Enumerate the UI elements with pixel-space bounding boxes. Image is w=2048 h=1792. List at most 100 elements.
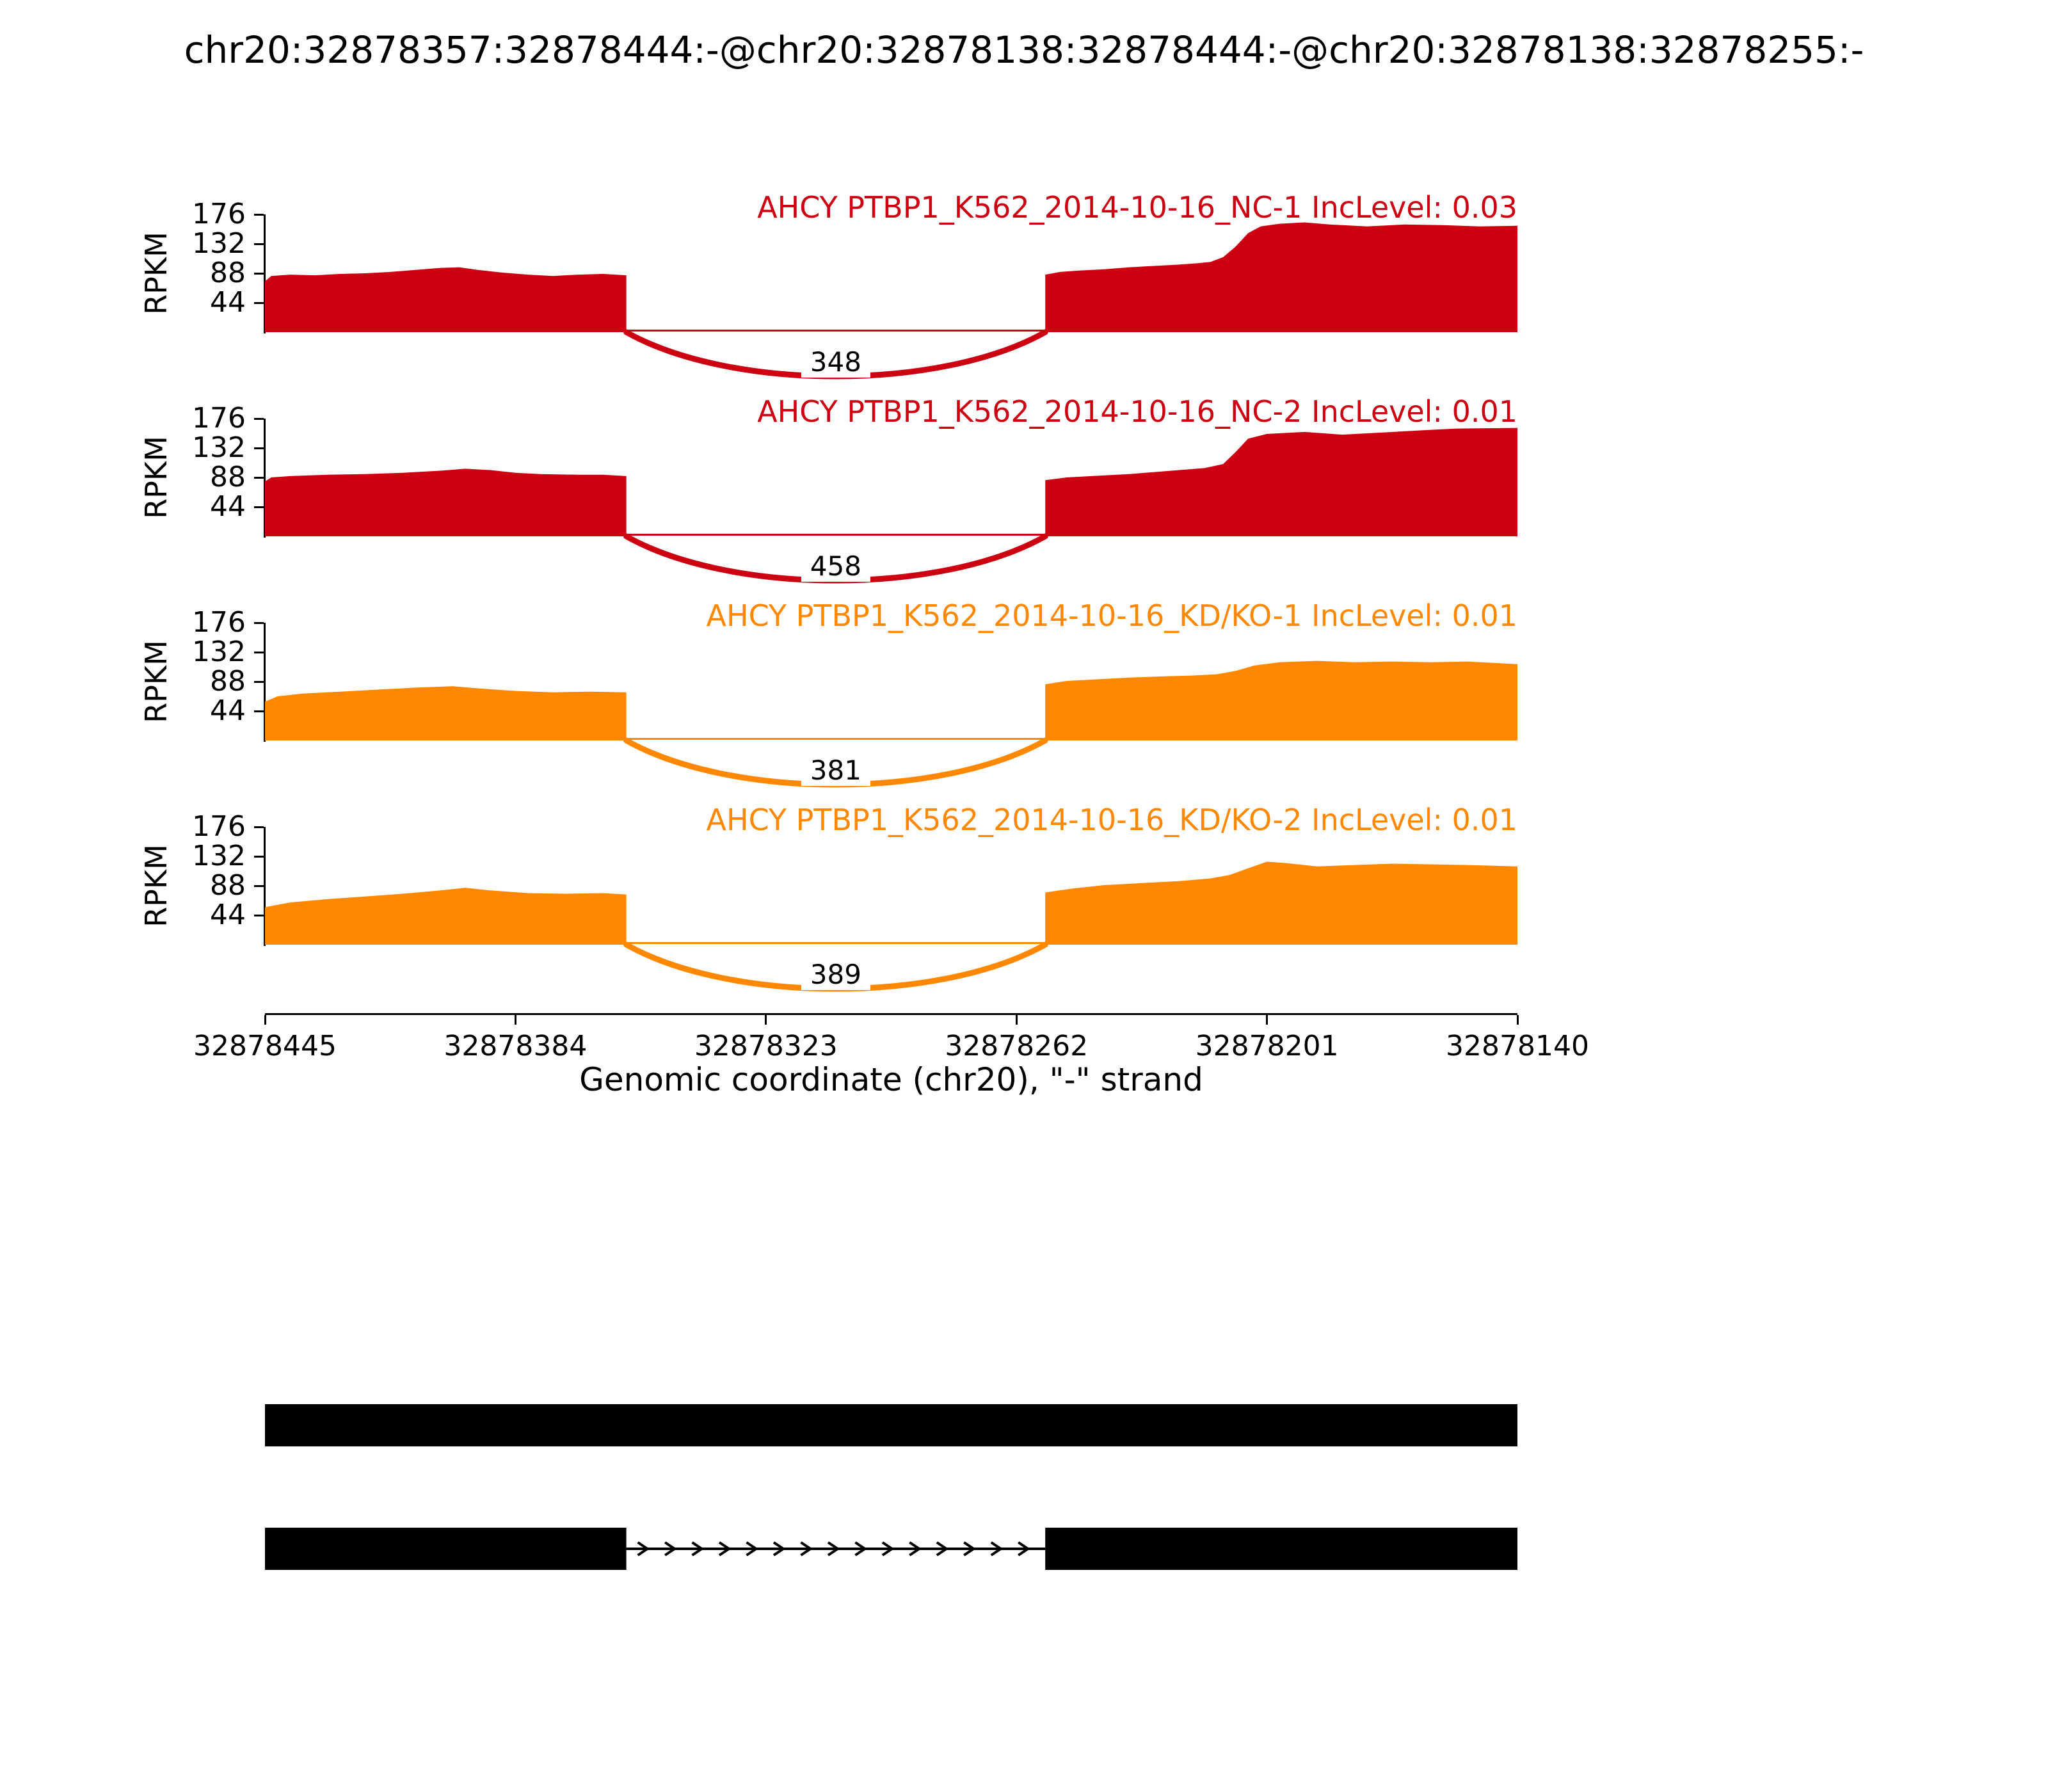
track-label: AHCY PTBP1_K562_2014-10-16_NC-2 IncLevel…: [757, 394, 1517, 429]
x-tick: [765, 1015, 767, 1025]
junction-read-count: 381: [801, 755, 870, 786]
intron-coverage-line: [626, 738, 1046, 740]
y-tick: [254, 301, 264, 304]
x-axis-line: [265, 1013, 1517, 1015]
x-tick-label: 32878201: [1195, 1030, 1339, 1062]
y-tick: [254, 447, 264, 449]
y-axis-spine: [264, 827, 266, 946]
intron-strand-arrow: [637, 1541, 650, 1556]
y-tick: [254, 710, 264, 712]
intron-strand-arrow: [772, 1541, 786, 1556]
intron-strand-arrow: [881, 1541, 895, 1556]
coverage-area-left: [265, 267, 627, 332]
intron-strand-arrow: [718, 1541, 732, 1556]
sashimi-track-kdko-1: RPKM 176 132 88 44 AHCY PTBP1_K562_2014-10-…: [139, 598, 1517, 811]
intron-strand-arrow: [827, 1541, 840, 1556]
y-axis-spine: [264, 419, 266, 538]
coverage-plot: [265, 222, 1517, 380]
y-tick-label: 44: [210, 899, 246, 931]
coverage-area-right: [1045, 861, 1517, 945]
y-tick-label: 88: [210, 665, 246, 698]
coverage-area-right: [1045, 660, 1517, 740]
intron-coverage-line: [626, 942, 1046, 944]
x-tick-label: 32878262: [945, 1030, 1089, 1062]
y-tick: [254, 914, 264, 916]
y-tick: [254, 826, 264, 828]
y-tick-label: 176: [192, 402, 246, 435]
x-tick: [264, 1015, 266, 1025]
junction-read-count: 389: [801, 959, 870, 990]
y-tick: [254, 855, 264, 858]
intron-strand-arrow: [691, 1541, 705, 1556]
y-tick-label: 44: [210, 286, 246, 319]
coverage-plot: [265, 861, 1517, 992]
transcript-exon: [265, 1528, 627, 1570]
track-label: AHCY PTBP1_K562_2014-10-16_KD/KO-1 IncLe…: [706, 598, 1517, 633]
coverage-area-right: [1045, 222, 1517, 332]
y-tick: [254, 506, 264, 508]
x-tick-label: 32878445: [193, 1030, 337, 1062]
intron-strand-arrow: [909, 1541, 922, 1556]
y-tick: [254, 272, 264, 275]
intron-strand-arrow: [664, 1541, 677, 1556]
y-tick: [254, 884, 264, 887]
y-tick-label: 88: [210, 257, 246, 289]
y-tick-label: 88: [210, 461, 246, 493]
coverage-area-left: [265, 686, 627, 740]
y-tick-label: 176: [192, 198, 246, 230]
y-tick-label: 88: [210, 869, 246, 902]
y-tick: [254, 651, 264, 653]
intron-strand-arrow: [936, 1541, 949, 1556]
y-tick-label: 132: [192, 840, 246, 872]
intron-coverage-line: [626, 330, 1046, 332]
x-axis: 32878445 32878384 32878323 32878262 32878201…: [193, 1013, 1589, 1071]
y-tick-label: 176: [192, 810, 246, 843]
junction-read-count: 348: [801, 346, 870, 378]
x-tick: [1516, 1015, 1519, 1025]
y-tick-label: 132: [192, 227, 246, 260]
y-tick-label: 44: [210, 694, 246, 727]
intron-strand-arrow: [800, 1541, 813, 1556]
y-tick: [254, 680, 264, 683]
figure-title: chr20:32878357:32878444:-@chr20:32878138…: [184, 28, 1864, 72]
transcript-exon: [1045, 1528, 1517, 1570]
gene-model-diagram: [265, 1404, 1517, 1570]
coverage-area-left: [265, 468, 627, 536]
intron-strand-arrow: [854, 1541, 867, 1556]
intron-strand-arrow: [990, 1541, 1004, 1556]
y-tick: [254, 213, 264, 216]
coverage-plot: [265, 660, 1517, 788]
intron-coverage-line: [626, 534, 1046, 536]
x-tick: [514, 1015, 516, 1025]
sashimi-track-kdko-2: RPKM 176 132 88 44 AHCY PTBP1_K562_2014-10-…: [139, 803, 1517, 1015]
y-tick-label: 132: [192, 636, 246, 668]
junction-read-count: 458: [801, 550, 870, 582]
y-tick-label: 132: [192, 431, 246, 464]
y-axis-spine: [264, 623, 266, 742]
y-tick-label: 176: [192, 606, 246, 639]
sashimi-track-nc-2: RPKM 176 132 88 44 AHCY PTBP1_K562_2014-10-…: [139, 394, 1517, 607]
coverage-plot: [265, 428, 1517, 584]
intron-strand-arrow: [746, 1541, 759, 1556]
track-label: AHCY PTBP1_K562_2014-10-16_KD/KO-2 IncLe…: [706, 803, 1517, 837]
x-tick-label: 32878384: [444, 1030, 588, 1062]
x-tick-label: 32878140: [1446, 1030, 1589, 1062]
intron-strand-arrow: [1018, 1541, 1030, 1556]
coverage-area-right: [1045, 428, 1517, 536]
intron-strand-arrow: [963, 1541, 976, 1556]
sashimi-track-nc-1: RPKM 176 132 88 44 AHCY PTBP1_K562_2014-10-…: [139, 190, 1517, 403]
y-tick-label: 44: [210, 490, 246, 523]
x-tick: [1266, 1015, 1268, 1025]
y-axis-spine: [264, 214, 266, 333]
coverage-area-left: [265, 888, 627, 945]
track-label: AHCY PTBP1_K562_2014-10-16_NC-1 IncLevel…: [757, 190, 1517, 225]
y-tick: [254, 476, 264, 479]
x-tick: [1015, 1015, 1018, 1025]
x-tick-label: 32878323: [694, 1030, 838, 1062]
y-tick: [254, 243, 264, 245]
transcript-exon: [265, 1404, 1517, 1446]
y-tick: [254, 621, 264, 624]
y-tick: [254, 417, 264, 420]
x-axis-title: Genomic coordinate (chr20), "-" strand: [579, 1061, 1203, 1098]
